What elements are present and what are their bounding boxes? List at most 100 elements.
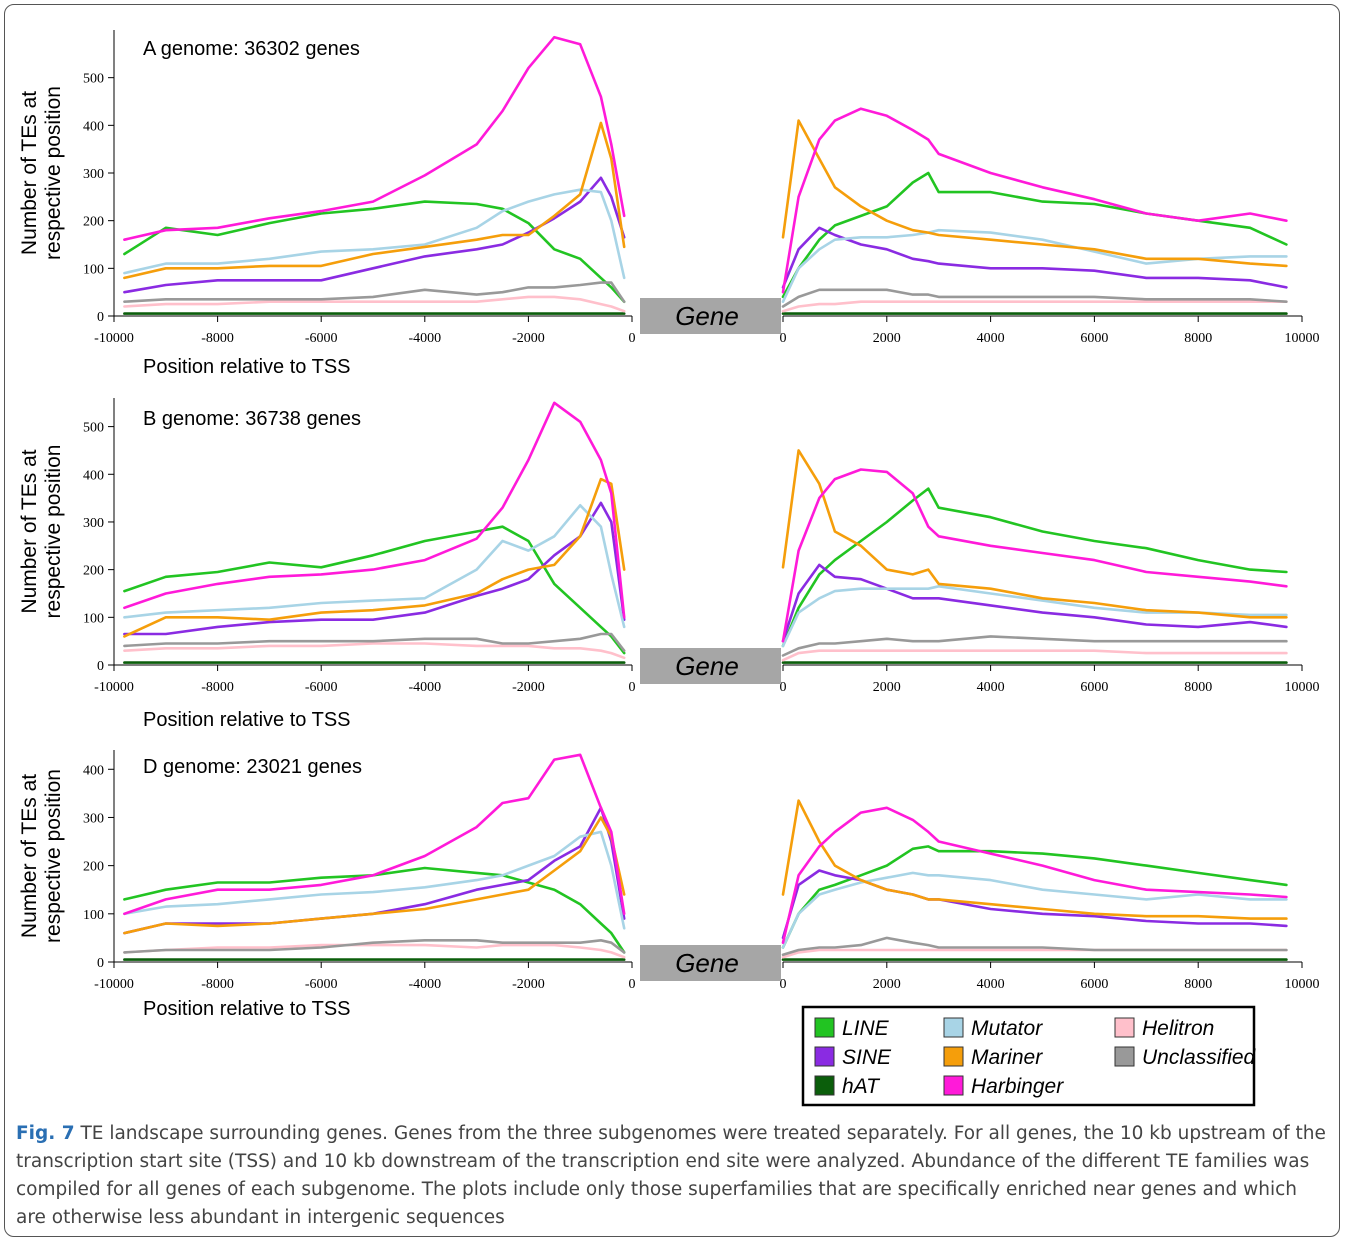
x-tick-label: -4000 xyxy=(408,680,441,695)
series-line-harbinger xyxy=(781,468,1288,643)
figure-caption: Fig. 7 TE landscape surrounding genes. G… xyxy=(16,1120,1326,1232)
series-line-harbinger xyxy=(123,35,626,241)
y-tick-label: 300 xyxy=(83,167,104,182)
series-line-mariner xyxy=(781,449,1288,619)
y-tick-label: 0 xyxy=(97,310,104,325)
legend-item-unclassified: Unclassified xyxy=(1114,1046,1257,1069)
te-landscape-figure: Number of TEs atrespective position A gen… xyxy=(18,30,1320,1107)
x-tick-label: 8000 xyxy=(1184,331,1212,346)
series-line-unclassified xyxy=(123,632,626,653)
y-tick-label: 200 xyxy=(83,215,104,230)
series-line-sine xyxy=(781,563,1288,643)
x-tick-label: 10000 xyxy=(1285,680,1320,695)
gene-label: Gene xyxy=(675,948,739,978)
series-line-unclassified xyxy=(781,288,1288,308)
figure-frame xyxy=(4,4,1340,1237)
legend-label: LINE xyxy=(842,1017,890,1040)
series-line-sine xyxy=(781,226,1288,289)
x-tick-label: -2000 xyxy=(512,331,545,346)
legend-label: Mariner xyxy=(971,1046,1043,1069)
legend-label: Unclassified xyxy=(1142,1046,1257,1069)
x-tick-label: -10000 xyxy=(94,680,134,695)
series-line-mutator xyxy=(781,584,1288,648)
series-line-mariner xyxy=(781,119,1288,268)
x-tick-label: 0 xyxy=(780,977,787,992)
y-tick-label: 300 xyxy=(83,516,104,531)
y-tick-label: 400 xyxy=(83,763,104,778)
gene-box xyxy=(640,298,781,334)
panel-title: A genome: 36302 genes xyxy=(143,38,360,60)
x-tick-label: -10000 xyxy=(94,331,134,346)
legend: LINE SINE hAT Mutator Mariner Harbinger Helitr… xyxy=(801,1005,1257,1107)
y-axis-label: Number of TEs atrespective position xyxy=(18,445,65,619)
y-tick-label: 200 xyxy=(83,564,104,579)
x-tick-label: -2000 xyxy=(512,977,545,992)
y-tick-label: 500 xyxy=(83,421,104,436)
x-tick-label: 8000 xyxy=(1184,680,1212,695)
series-line-harbinger xyxy=(123,753,626,916)
series-line-unclassified xyxy=(781,635,1288,657)
legend-swatch xyxy=(1114,1046,1135,1067)
panel-1: Number of TEs atrespective position B gen… xyxy=(18,398,1320,731)
legend-label: Helitron xyxy=(1142,1017,1214,1040)
legend-item-harbinger: Harbinger xyxy=(943,1075,1064,1098)
x-tick-label: -6000 xyxy=(305,680,338,695)
legend-label: Mutator xyxy=(971,1017,1043,1040)
series-line-mutator xyxy=(123,188,626,280)
y-tick-label: 0 xyxy=(97,659,104,674)
series-line-sine xyxy=(123,806,626,935)
x-tick-label: 2000 xyxy=(873,331,901,346)
legend-swatch xyxy=(943,1017,964,1038)
legend-label: Harbinger xyxy=(971,1075,1064,1098)
x-tick-label: -6000 xyxy=(305,977,338,992)
x-tick-label: 0 xyxy=(629,977,636,992)
x-tick-label: -4000 xyxy=(408,977,441,992)
series-line-harbinger xyxy=(781,107,1288,294)
legend-swatch xyxy=(814,1017,835,1038)
x-tick-label: 0 xyxy=(780,331,787,346)
series-line-line xyxy=(123,866,626,954)
legend-item-sine: SINE xyxy=(814,1046,892,1069)
series-line-mariner xyxy=(123,477,626,638)
series-line-helitron xyxy=(123,943,626,959)
y-axis-label: Number of TEs atrespective position xyxy=(18,86,65,260)
x-tick-label: -8000 xyxy=(201,680,234,695)
series-line-mutator xyxy=(781,871,1288,949)
series-line-mutator xyxy=(123,830,626,930)
x-tick-label: -8000 xyxy=(201,331,234,346)
series-line-unclassified xyxy=(781,936,1288,957)
series-line-helitron xyxy=(123,295,626,313)
y-tick-label: 400 xyxy=(83,119,104,134)
series-line-harbinger xyxy=(781,806,1288,945)
series-line-helitron xyxy=(123,642,626,660)
caption-text: TE landscape surrounding genes. Genes fr… xyxy=(16,1123,1326,1228)
x-tick-label: 10000 xyxy=(1285,977,1320,992)
y-tick-label: 400 xyxy=(83,468,104,483)
series-line-line xyxy=(781,487,1288,648)
x-tick-label: 4000 xyxy=(977,680,1005,695)
series-line-line xyxy=(123,525,626,655)
series-line-sine xyxy=(781,869,1288,940)
series-line-sine xyxy=(123,501,626,636)
y-tick-label: 300 xyxy=(83,811,104,826)
legend-swatch xyxy=(814,1075,835,1096)
x-tick-label: 4000 xyxy=(977,331,1005,346)
x-tick-label: 6000 xyxy=(1080,977,1108,992)
series-line-unclassified xyxy=(123,281,626,304)
gene-label: Gene xyxy=(675,651,739,681)
series-line-helitron xyxy=(781,300,1288,313)
legend-swatch xyxy=(943,1075,964,1096)
x-tick-label: -2000 xyxy=(512,680,545,695)
legend-item-mutator: Mutator xyxy=(943,1017,1043,1040)
x-tick-label: 8000 xyxy=(1184,977,1212,992)
x-tick-label: 4000 xyxy=(977,977,1005,992)
x-tick-label: 2000 xyxy=(873,680,901,695)
legend-swatch xyxy=(814,1046,835,1067)
legend-swatch xyxy=(943,1046,964,1067)
x-tick-label: 0 xyxy=(629,331,636,346)
legend-item-helitron: Helitron xyxy=(1114,1017,1214,1040)
x-tick-label: -4000 xyxy=(408,331,441,346)
y-axis-label: Number of TEs atrespective position xyxy=(18,769,65,943)
caption-label: Fig. 7 xyxy=(16,1123,75,1144)
panel-2: Number of TEs atrespective position D gen… xyxy=(18,750,1320,1020)
